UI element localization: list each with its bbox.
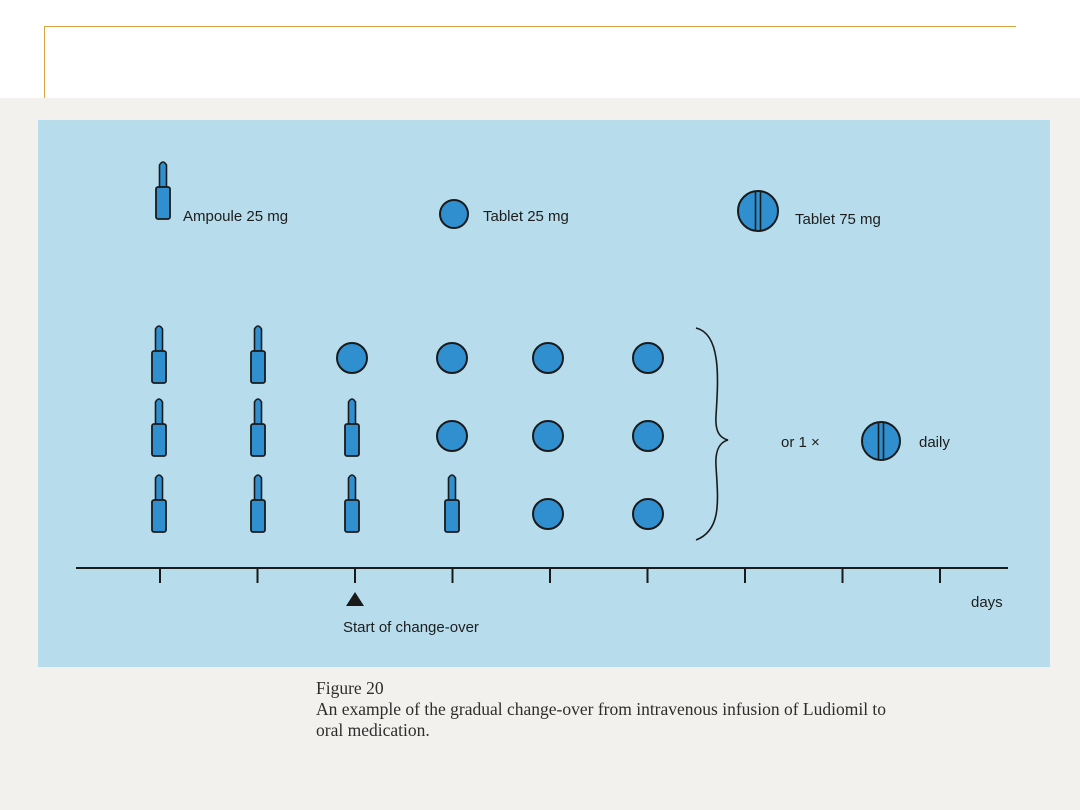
figure-number: Figure 20: [316, 678, 384, 698]
ampoule-icon: [151, 325, 167, 384]
tablet-icon: [632, 498, 664, 530]
scanned-page: Ampoule 25 mg Tablet 25 mg Tablet 75 mg …: [0, 98, 1080, 810]
title-rule: [44, 26, 1016, 27]
tablet-icon: [632, 420, 664, 452]
dosage-schedule: [151, 325, 664, 533]
ampoule-icon: [151, 474, 167, 533]
title-rule-left: [44, 26, 45, 98]
ampoule-icon: [444, 474, 460, 533]
tablet-icon: [336, 342, 368, 374]
legend-scored-tablet-label: Tablet 75 mg: [795, 211, 881, 228]
tablet-icon: [439, 199, 469, 229]
legend-tablet-label: Tablet 25 mg: [483, 208, 569, 225]
ampoule-icon: [155, 161, 171, 220]
alternative-suffix: daily: [919, 434, 950, 451]
ampoule-icon: [250, 325, 266, 384]
alternative-prefix: or 1 ×: [781, 434, 820, 451]
axis-ticks: [159, 568, 941, 583]
legend-ampoule-label: Ampoule 25 mg: [183, 208, 288, 225]
caption-line-1: An example of the gradual change-over fr…: [316, 699, 887, 719]
figure-caption: Figure 20 An example of the gradual chan…: [316, 678, 1056, 741]
change-over-marker: [346, 592, 364, 606]
caption-line-2: oral medication.: [316, 720, 430, 740]
scored-tablet-icon: [737, 190, 779, 232]
ampoule-icon: [151, 398, 167, 457]
tablet-icon: [436, 342, 468, 374]
curly-brace: [695, 327, 729, 541]
change-over-label: Start of change-over: [343, 619, 479, 636]
ampoule-icon: [344, 398, 360, 457]
axis-label-days: days: [971, 594, 1003, 611]
slide-title-frame: [44, 26, 1016, 98]
diagram-panel: Ampoule 25 mg Tablet 25 mg Tablet 75 mg …: [38, 120, 1050, 667]
scored-tablet-icon: [861, 421, 901, 461]
tablet-icon: [632, 342, 664, 374]
tablet-icon: [436, 420, 468, 452]
tablet-icon: [532, 498, 564, 530]
tablet-icon: [532, 342, 564, 374]
dosage-diagram: Ampoule 25 mg Tablet 25 mg Tablet 75 mg …: [76, 161, 1008, 636]
ampoule-icon: [344, 474, 360, 533]
tablet-icon: [532, 420, 564, 452]
ampoule-icon: [250, 398, 266, 457]
ampoule-icon: [250, 474, 266, 533]
